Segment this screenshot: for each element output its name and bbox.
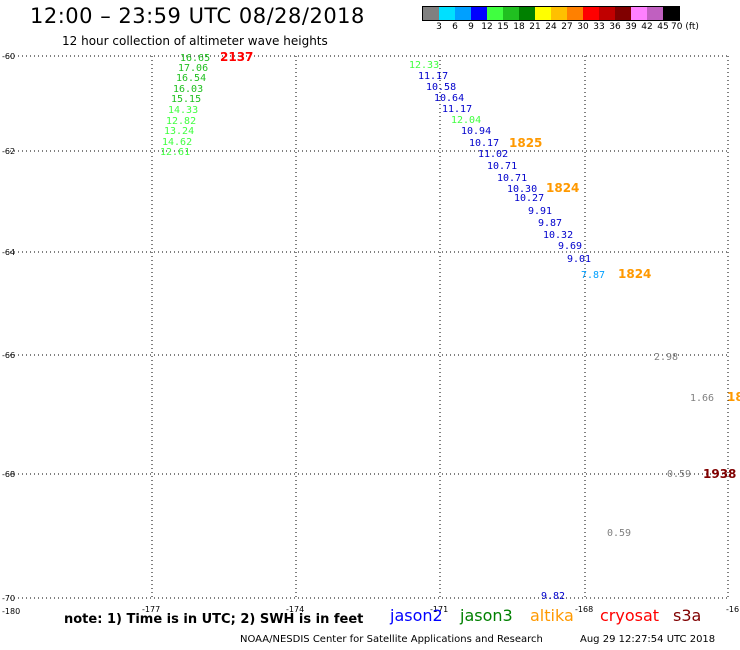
scale-label: 36: [609, 22, 621, 32]
swh-reading: 10.27: [514, 193, 544, 204]
scale-label: 33: [593, 22, 605, 32]
y-tick-label: -60: [2, 52, 15, 61]
swh-reading: 9.91: [528, 206, 552, 217]
x-tick-label: -168: [575, 605, 593, 614]
scale-label: 21: [529, 22, 541, 32]
swh-reading: 11.17: [442, 104, 472, 115]
y-tick-label: -70: [2, 594, 15, 603]
swh-reading: 16.54: [176, 73, 206, 84]
swh-reading: 10.58: [426, 82, 456, 93]
scale-swatch: [615, 7, 631, 20]
x-tick-label: -177: [142, 605, 160, 614]
swh-reading: 12.04: [451, 115, 481, 126]
scale-label: 27: [561, 22, 573, 32]
x-tick-label: -16: [726, 605, 739, 614]
x-tick-label: -180: [2, 607, 20, 616]
swh-reading: 16.03: [173, 84, 203, 95]
scale-label: 70 (ft): [671, 22, 699, 32]
swh-reading: 11.02: [478, 149, 508, 160]
time-label: 2137: [220, 50, 253, 64]
swh-reading: 9.01: [567, 254, 591, 265]
grid-lines: [10, 55, 730, 600]
scale-label: 3: [436, 22, 442, 32]
swh-reading: 1.66: [690, 393, 714, 404]
scale-swatch: [583, 7, 599, 20]
scale-swatch: [663, 7, 679, 20]
scale-swatch: [535, 7, 551, 20]
scale-swatch: [487, 7, 503, 20]
scale-label: 30: [577, 22, 589, 32]
swh-reading: 13.24: [164, 126, 194, 137]
scale-label: 6: [452, 22, 458, 32]
swh-reading: 12.33: [409, 60, 439, 71]
time-label: 1825: [509, 136, 542, 150]
scale-label: 9: [468, 22, 474, 32]
scale-swatch: [423, 7, 439, 20]
scale-label: 15: [497, 22, 509, 32]
x-tick-label: -171: [430, 605, 448, 614]
swh-reading: 12.82: [166, 116, 196, 127]
swh-reading: 9.82: [541, 591, 565, 602]
footer-timestamp: Aug 29 12:27:54 UTC 2018: [580, 634, 716, 645]
swh-reading: 0.59: [607, 528, 631, 539]
swh-reading: 16.65: [180, 53, 210, 64]
legend-jason2: jason2: [390, 606, 443, 625]
scale-swatch: [647, 7, 663, 20]
swh-reading: 10.71: [497, 173, 527, 184]
swh-reading: 12.61: [160, 147, 190, 158]
swh-reading: 10.17: [469, 138, 499, 149]
time-label: 18: [727, 390, 740, 404]
y-tick-label: -62: [2, 147, 15, 156]
scale-label: 42: [641, 22, 653, 32]
y-tick-label: -66: [2, 351, 15, 360]
swh-reading: 10.32: [543, 230, 573, 241]
page-subtitle: 12 hour collection of altimeter wave hei…: [62, 34, 328, 48]
x-tick-label: -174: [286, 605, 304, 614]
legend-jason3: jason3: [460, 606, 513, 625]
time-label: 1824: [546, 181, 579, 195]
legend-altika: altika: [530, 606, 574, 625]
scale-label: 24: [545, 22, 557, 32]
swh-reading: 2.98: [654, 352, 678, 363]
scale-swatch: [455, 7, 471, 20]
scale-label: 45: [657, 22, 669, 32]
scale-label: 39: [625, 22, 637, 32]
swh-reading: 11.17: [418, 71, 448, 82]
legend-cryosat: cryosat: [600, 606, 660, 625]
footer-credit: NOAA/NESDIS Center for Satellite Applica…: [240, 634, 543, 645]
swh-reading: 10.94: [461, 126, 491, 137]
scale-swatch: [503, 7, 519, 20]
swh-reading: 0.59: [667, 469, 691, 480]
swh-reading: 15.15: [171, 94, 201, 105]
swh-reading: 9.87: [538, 218, 562, 229]
swh-reading: 10.71: [487, 161, 517, 172]
scale-swatch: [551, 7, 567, 20]
y-tick-label: -64: [2, 248, 15, 257]
units-note: note: 1) Time is in UTC; 2) SWH is in fe…: [64, 612, 364, 627]
scale-swatch: [439, 7, 455, 20]
legend-s3a: s3a: [673, 606, 702, 625]
swh-reading: 7.87: [581, 270, 605, 281]
swh-reading: 14.33: [168, 105, 198, 116]
swh-reading: 9.69: [558, 241, 582, 252]
color-scale-bar: [422, 6, 680, 21]
page-title: 12:00 – 23:59 UTC 08/28/2018: [30, 4, 365, 28]
y-tick-label: -68: [2, 470, 15, 479]
scale-swatch: [519, 7, 535, 20]
swh-reading: 14.62: [162, 137, 192, 148]
scale-swatch: [599, 7, 615, 20]
time-label: 1824: [618, 267, 651, 281]
scale-swatch: [471, 7, 487, 20]
swh-reading: 10.64: [434, 93, 464, 104]
time-label: 1938: [703, 467, 736, 481]
scale-label: 18: [513, 22, 525, 32]
scale-swatch: [631, 7, 647, 20]
swh-reading: 17.06: [178, 63, 208, 74]
scale-label: 12: [481, 22, 493, 32]
swh-reading: 10.30: [507, 184, 537, 195]
scale-swatch: [567, 7, 583, 20]
